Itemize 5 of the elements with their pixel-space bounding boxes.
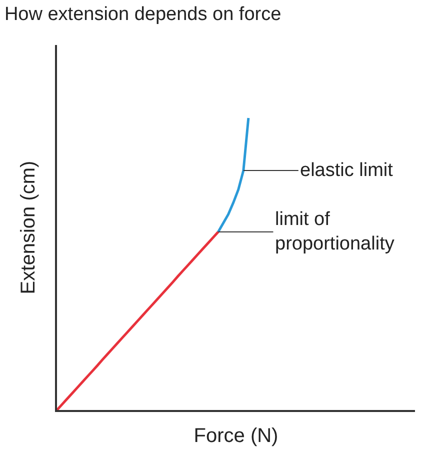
chart-title: How extension depends on force (4, 4, 282, 26)
text: limit of proportionality (275, 209, 395, 255)
text: elastic limit (300, 160, 394, 181)
x-axis-title: Force (N) (194, 425, 278, 448)
y-axis-title: Extension (cm) (17, 160, 40, 294)
